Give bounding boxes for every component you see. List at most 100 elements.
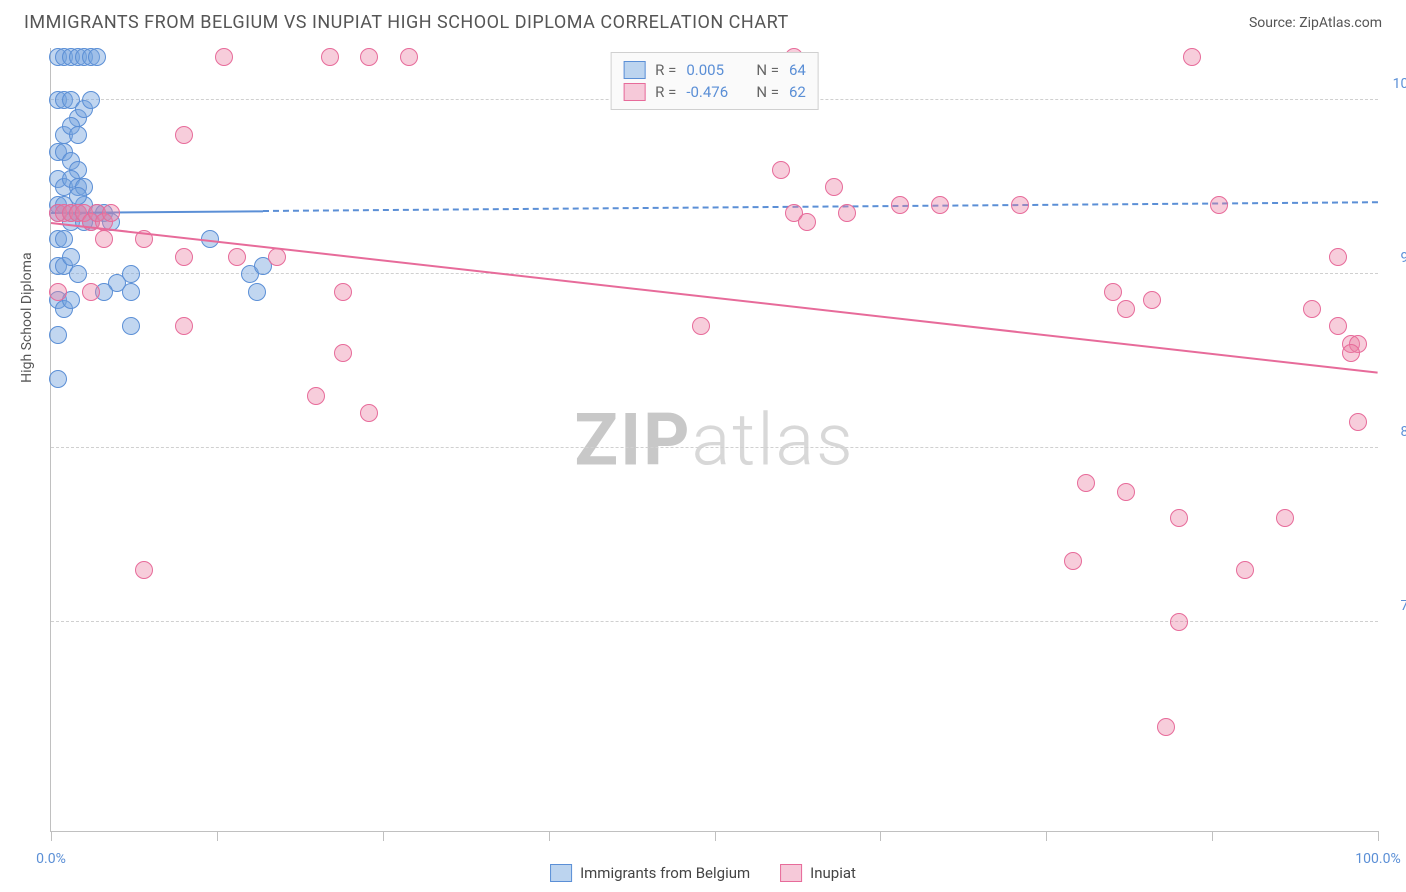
- n-label: N =: [756, 61, 779, 79]
- data-point: [1349, 413, 1367, 431]
- data-point: [891, 196, 909, 214]
- x-tick: [1378, 831, 1379, 841]
- x-tick-label: 0.0%: [36, 851, 66, 867]
- data-point: [307, 387, 325, 405]
- x-tick: [383, 831, 384, 841]
- data-point: [1170, 509, 1188, 527]
- data-point: [228, 248, 246, 266]
- data-point: [135, 561, 153, 579]
- legend-swatch: [780, 864, 802, 882]
- r-label: R =: [655, 83, 676, 101]
- r-value: 0.005: [686, 61, 746, 79]
- chart-header: IMMIGRANTS FROM BELGIUM VS INUPIAT HIGH …: [0, 0, 1406, 41]
- r-label: R =: [655, 61, 676, 79]
- legend-row: R = -0.476 N = 62: [623, 81, 806, 103]
- data-point: [1117, 483, 1135, 501]
- y-tick-label: 80.0%: [1400, 424, 1406, 440]
- data-point: [334, 283, 352, 301]
- data-point: [268, 248, 286, 266]
- source-label: Source: ZipAtlas.com: [1249, 15, 1382, 31]
- x-tick: [217, 831, 218, 841]
- legend-row: R = 0.005 N = 64: [623, 59, 806, 81]
- data-point: [692, 317, 710, 335]
- x-tick: [51, 831, 52, 841]
- data-point: [102, 204, 120, 222]
- x-tick: [1046, 831, 1047, 841]
- gridline: [51, 447, 1378, 448]
- n-label: N =: [756, 83, 779, 101]
- data-point: [321, 48, 339, 66]
- series-name: Immigrants from Belgium: [580, 864, 750, 882]
- data-point: [69, 126, 87, 144]
- data-point: [175, 248, 193, 266]
- legend-swatch: [623, 83, 645, 101]
- data-point: [248, 283, 266, 301]
- legend-swatch: [550, 864, 572, 882]
- data-point: [1276, 509, 1294, 527]
- plot-area: ZIPatlas 70.0%80.0%90.0%100.0%0.0%100.0%: [51, 48, 1378, 831]
- r-value: -0.476: [686, 83, 746, 101]
- chart-title: IMMIGRANTS FROM BELGIUM VS INUPIAT HIGH …: [24, 12, 789, 33]
- x-tick: [1212, 831, 1213, 841]
- data-point: [1064, 552, 1082, 570]
- series-legend-item: Immigrants from Belgium: [550, 864, 750, 882]
- series-legend: Immigrants from Belgium Inupiat: [550, 864, 856, 882]
- series-name: Inupiat: [810, 864, 856, 882]
- data-point: [82, 283, 100, 301]
- series-legend-item: Inupiat: [780, 864, 856, 882]
- data-point: [1183, 48, 1201, 66]
- data-point: [825, 178, 843, 196]
- data-point: [82, 91, 100, 109]
- data-point: [1210, 196, 1228, 214]
- data-point: [215, 48, 233, 66]
- data-point: [1236, 561, 1254, 579]
- data-point: [122, 317, 140, 335]
- data-point: [838, 204, 856, 222]
- data-point: [1329, 317, 1347, 335]
- data-point: [400, 48, 418, 66]
- data-point: [1170, 613, 1188, 631]
- data-point: [1104, 283, 1122, 301]
- data-point: [95, 230, 113, 248]
- data-point: [360, 404, 378, 422]
- data-point: [175, 126, 193, 144]
- x-tick: [715, 831, 716, 841]
- data-point: [1143, 291, 1161, 309]
- data-point: [55, 230, 73, 248]
- x-tick: [549, 831, 550, 841]
- y-axis-label: High School Diploma: [19, 252, 35, 382]
- data-point: [175, 317, 193, 335]
- chart-area: High School Diploma ZIPatlas 70.0%80.0%9…: [50, 48, 1378, 832]
- data-point: [334, 344, 352, 362]
- data-point: [49, 283, 67, 301]
- y-tick-label: 100.0%: [1393, 76, 1406, 92]
- data-point: [49, 370, 67, 388]
- data-point: [69, 265, 87, 283]
- data-point: [798, 213, 816, 231]
- data-point: [1157, 718, 1175, 736]
- correlation-legend: R = 0.005 N = 64 R = -0.476 N = 62: [610, 52, 819, 110]
- y-tick-label: 90.0%: [1400, 250, 1406, 266]
- n-value: 62: [789, 83, 806, 101]
- legend-swatch: [623, 61, 645, 79]
- data-point: [360, 48, 378, 66]
- watermark: ZIPatlas: [574, 397, 854, 482]
- data-point: [1329, 248, 1347, 266]
- n-value: 64: [789, 61, 806, 79]
- data-point: [772, 161, 790, 179]
- data-point: [88, 48, 106, 66]
- data-point: [1342, 344, 1360, 362]
- data-point: [931, 196, 949, 214]
- data-point: [1117, 300, 1135, 318]
- data-point: [1011, 196, 1029, 214]
- data-point: [122, 283, 140, 301]
- x-tick-label: 100.0%: [1355, 851, 1400, 867]
- data-point: [1303, 300, 1321, 318]
- data-point: [49, 326, 67, 344]
- data-point: [62, 248, 80, 266]
- x-tick: [880, 831, 881, 841]
- data-point: [69, 187, 87, 205]
- y-tick-label: 70.0%: [1400, 598, 1406, 614]
- data-point: [1077, 474, 1095, 492]
- data-point: [122, 265, 140, 283]
